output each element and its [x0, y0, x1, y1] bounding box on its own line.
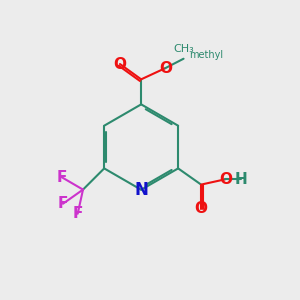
Text: F: F — [57, 170, 67, 185]
Text: H: H — [234, 172, 247, 187]
Text: CH₃: CH₃ — [173, 44, 194, 54]
Text: F: F — [73, 206, 83, 221]
Text: O: O — [159, 61, 172, 76]
Text: O: O — [219, 172, 232, 187]
Text: methyl: methyl — [189, 50, 223, 60]
Text: N: N — [134, 181, 148, 199]
Text: F: F — [58, 196, 68, 211]
Text: O: O — [113, 56, 127, 71]
Text: O: O — [195, 201, 208, 216]
